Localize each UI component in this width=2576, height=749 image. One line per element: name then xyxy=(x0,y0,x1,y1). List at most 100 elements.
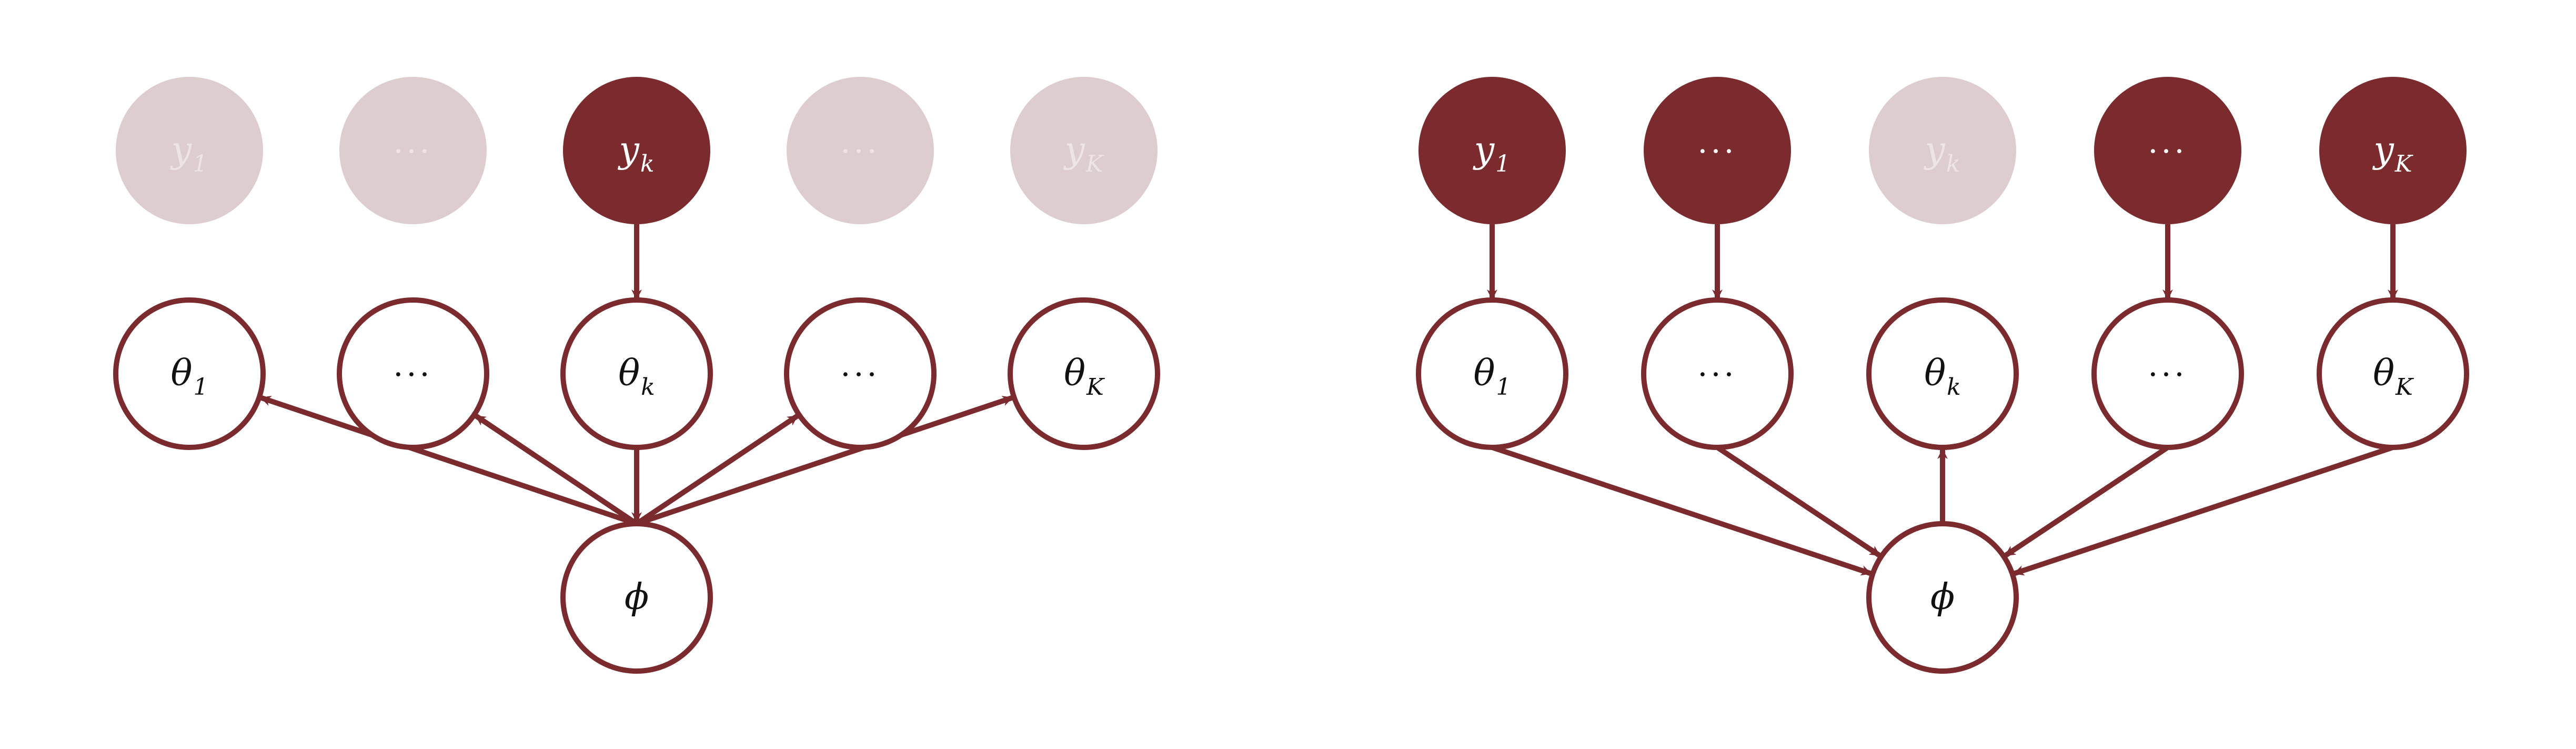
theta-node-right-3-symbol: ··· xyxy=(2148,356,2187,393)
data-node-left-4-symbol: y xyxy=(1063,129,1085,171)
phi-node-right: ϕ xyxy=(1866,521,2019,674)
data-node-right-3: ··· xyxy=(2094,77,2241,224)
data-node-right-4-subscript: K xyxy=(2394,151,2413,177)
data-node-right-1-label: ··· xyxy=(1697,133,1737,170)
theta-node-right-0-circle xyxy=(1416,297,1568,450)
data-node-right-0-label: y1 xyxy=(1473,129,1510,177)
theta-node-left-1-circle xyxy=(337,297,489,450)
edge-left-theta1-phi xyxy=(474,414,638,526)
theta-node-right-4-label: θK xyxy=(2373,353,2414,401)
edge-left-theta4-phi xyxy=(636,395,1013,526)
data-node-right-2-circle xyxy=(1869,77,2016,224)
theta-node-right-1-label: ··· xyxy=(1697,356,1737,393)
phi-node-left-symbol: ϕ xyxy=(625,576,649,618)
edge-right-theta4-phi xyxy=(2013,445,2394,576)
theta-node-right-1-circle xyxy=(1641,297,1794,450)
data-node-right-3-label: ··· xyxy=(2148,133,2187,170)
edge-right-theta1-phi xyxy=(1716,445,1881,558)
theta-node-left-4-circle xyxy=(1008,297,1160,450)
data-node-right-0-circle xyxy=(1418,77,1566,224)
theta-node-left-3-circle xyxy=(784,297,937,450)
theta-node-left-2-subscript: k xyxy=(641,374,655,401)
data-node-right-0-subscript: 1 xyxy=(1495,151,1510,177)
theta-node-right-1-symbol: ··· xyxy=(1697,356,1737,393)
data-node-right-2-label: yk xyxy=(1923,129,1960,177)
data-node-left-3-symbol: ··· xyxy=(840,133,880,170)
data-node-right-4-label: yK xyxy=(2372,129,2413,177)
data-node-right-4-symbol: y xyxy=(2372,129,2394,171)
data-node-right-3-symbol: ··· xyxy=(2148,133,2187,170)
data-node-right-2-symbol: y xyxy=(1923,129,1946,171)
data-node-right-4: yK xyxy=(2319,77,2467,224)
phi-node-left-label: ϕ xyxy=(625,576,649,618)
theta-node-right-2-subscript: k xyxy=(1947,374,1961,401)
data-node-left-2-subscript: k xyxy=(640,151,655,177)
theta-node-left-4-symbol: θ xyxy=(1064,353,1085,394)
data-node-right-1-circle xyxy=(1644,77,1791,224)
data-node-left-3-circle xyxy=(787,77,934,224)
data-node-left-3-label: ··· xyxy=(840,133,880,170)
data-node-left-2-symbol: y xyxy=(617,129,640,171)
phi-node-right-symbol: ϕ xyxy=(1930,576,1955,618)
phi-node-left-circle xyxy=(560,521,713,674)
edge-left-theta3-phi xyxy=(635,414,799,526)
data-node-right-4-circle xyxy=(2319,77,2467,224)
theta-node-right-2: θk xyxy=(1866,297,2019,450)
data-node-right-0: y1 xyxy=(1418,77,1566,224)
theta-node-left-1-label: ··· xyxy=(393,356,432,393)
theta-node-right-0-symbol: θ xyxy=(1474,353,1495,394)
theta-node-right-2-circle xyxy=(1866,297,2019,450)
theta-node-right-4: θK xyxy=(2317,297,2469,450)
edge-right-theta0-phi xyxy=(1491,445,1872,576)
data-node-left-0-circle xyxy=(116,77,263,224)
data-node-right-2-subscript: k xyxy=(1946,151,1960,177)
data-node-right-2: yk xyxy=(1869,77,2016,224)
data-node-left-3: ··· xyxy=(787,77,934,224)
edges-layer xyxy=(260,224,2398,576)
data-node-left-4: yK xyxy=(1010,77,1158,224)
theta-node-left-4: θK xyxy=(1008,297,1160,450)
theta-node-left-0: θ1 xyxy=(113,297,266,450)
data-node-left-0-symbol: y xyxy=(170,129,193,171)
phi-node-left: ϕ xyxy=(560,521,713,674)
data-node-right-1: ··· xyxy=(1644,77,1791,224)
data-node-left-2: yk xyxy=(563,77,710,224)
theta-node-left-3: ··· xyxy=(784,297,937,450)
data-node-left-1-symbol: ··· xyxy=(393,133,432,170)
edge-right-theta3-phi xyxy=(2004,445,2169,558)
data-node-left-1-label: ··· xyxy=(393,133,432,170)
theta-node-left-2-label: θk xyxy=(618,353,655,401)
data-node-left-0: y1 xyxy=(116,77,263,224)
theta-node-right-4-circle xyxy=(2317,297,2469,450)
theta-node-left-0-subscript: 1 xyxy=(193,374,208,401)
theta-node-left-0-circle xyxy=(113,297,266,450)
theta-node-right-3-circle xyxy=(2091,297,2244,450)
edge-left-theta0-phi xyxy=(260,395,638,526)
theta-node-right-3-label: ··· xyxy=(2148,356,2187,393)
theta-node-right-0-subscript: 1 xyxy=(1496,374,1511,401)
theta-node-right-3: ··· xyxy=(2091,297,2244,450)
data-node-left-2-circle xyxy=(563,77,710,224)
data-node-right-3-circle xyxy=(2094,77,2241,224)
theta-node-right-2-symbol: θ xyxy=(1924,353,1946,394)
theta-node-left-0-label: θ1 xyxy=(171,353,208,401)
theta-node-left-4-label: θK xyxy=(1064,353,1105,401)
data-node-left-4-subscript: K xyxy=(1085,151,1104,177)
theta-node-right-0: θ1 xyxy=(1416,297,1568,450)
theta-node-left-2-symbol: θ xyxy=(618,353,640,394)
theta-node-left-4-subscript: K xyxy=(1086,374,1105,401)
theta-node-left-3-label: ··· xyxy=(840,356,880,393)
data-node-left-2-label: yk xyxy=(617,129,654,177)
theta-node-left-1: ··· xyxy=(337,297,489,450)
theta-node-left-3-symbol: ··· xyxy=(840,356,880,393)
theta-node-right-4-symbol: θ xyxy=(2373,353,2394,394)
phi-node-right-circle xyxy=(1866,521,2019,674)
data-node-right-1-symbol: ··· xyxy=(1697,133,1737,170)
data-node-left-4-label: yK xyxy=(1063,129,1104,177)
theta-node-left-2: θk xyxy=(560,297,713,450)
theta-node-left-1-symbol: ··· xyxy=(393,356,432,393)
data-node-left-4-circle xyxy=(1010,77,1158,224)
data-node-left-1: ··· xyxy=(339,77,487,224)
